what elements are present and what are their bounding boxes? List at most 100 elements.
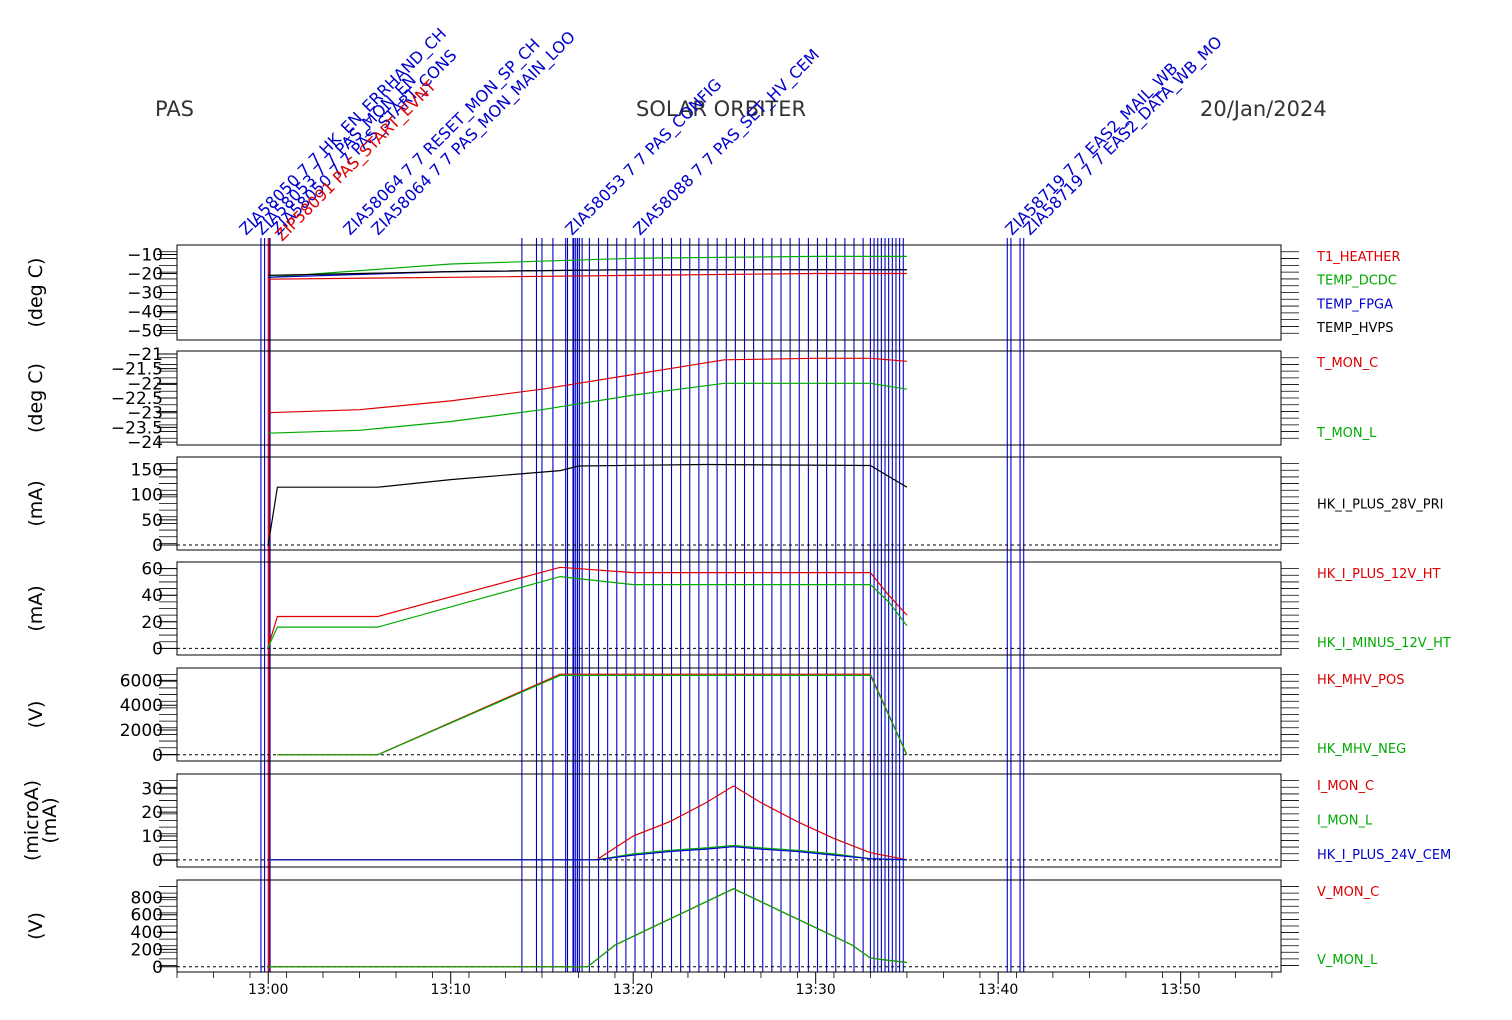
series-line — [267, 575, 908, 649]
x-tick-label: 13:00 — [248, 982, 288, 998]
series-line — [268, 269, 907, 276]
y-axis-label: (V) — [25, 701, 47, 729]
y-tick-label: 30 — [141, 779, 163, 799]
panel-frame — [176, 244, 1282, 341]
panel-frame — [176, 879, 1282, 973]
series-line — [268, 844, 907, 861]
series-line — [268, 888, 907, 968]
y-tick-label: −23 — [127, 404, 163, 424]
y-tick-label: 100 — [131, 486, 163, 506]
y-tick-label: 10 — [141, 827, 163, 847]
y-tick-label: −23.5 — [111, 418, 163, 438]
y-tick-label: 20 — [141, 613, 163, 633]
event-label: ZIA58719 7 7 EAS2_DATA_WB_MO — [1019, 32, 1226, 239]
y-tick-label: −22 — [127, 374, 163, 394]
y-axis-label: (V) — [25, 912, 47, 940]
x-tick-label: 13:10 — [431, 982, 471, 998]
y-tick-label: 0 — [152, 851, 163, 871]
y-tick-label: 0 — [152, 958, 163, 978]
y-tick-label: 150 — [131, 461, 163, 481]
x-tick-label: 13:30 — [795, 982, 835, 998]
y-tick-label: 60 — [141, 560, 163, 580]
x-tick-label: 13:40 — [978, 982, 1018, 998]
chart-panels: −10−20−30−40−50 (deg C) T1_HEATHER TEMP_DCD… — [21, 244, 1451, 978]
panel-frame — [176, 773, 1282, 868]
panel-frame — [176, 456, 1282, 551]
y-tick-label: 6000 — [120, 671, 163, 691]
y-axis-label: (deg C) — [25, 363, 47, 433]
y-tick-label: −21.5 — [111, 360, 163, 380]
y-axis-label: (mA) — [25, 585, 47, 631]
series-line — [268, 888, 907, 968]
series-line — [268, 785, 908, 861]
legend-label: TEMP_HVPS — [1316, 321, 1393, 336]
legend-label: I_MON_L — [1317, 814, 1373, 829]
mission-name: SOLAR ORBITER — [636, 97, 806, 121]
y-tick-label: 4000 — [120, 696, 163, 716]
legend-label: T_MON_C — [1316, 356, 1378, 371]
legend-label: TEMP_FPGA — [1316, 297, 1393, 312]
y-tick-label: −10 — [127, 246, 163, 266]
y-tick-label: 400 — [131, 923, 163, 943]
y-tick-label: −20 — [127, 265, 163, 285]
y-axis-label: (deg C) — [25, 258, 47, 328]
panel-6: 30 20 10 0 (microA)(mA) I_MON_C I_MON_L HK_I_PL… — [21, 773, 1451, 871]
legend-label: HK_I_PLUS_28V_PRI — [1317, 498, 1443, 513]
y-tick-label: 200 — [131, 940, 163, 960]
legend-label: HK_MHV_NEG — [1317, 742, 1406, 757]
y-axis-label: (mA) — [25, 480, 47, 526]
legend-label: HK_I_PLUS_12V_HT — [1317, 567, 1441, 582]
y-tick-label: −21 — [127, 345, 163, 365]
x-tick-label: 13:20 — [613, 982, 653, 998]
series-line — [268, 255, 907, 278]
legend-label: I_MON_C — [1317, 779, 1374, 794]
panel-frame — [176, 667, 1282, 762]
y-tick-label: 600 — [131, 906, 163, 926]
y-tick-label: 2000 — [120, 721, 163, 741]
x-tick-label: 13:50 — [1160, 982, 1200, 998]
y-tick-label: 20 — [141, 803, 163, 823]
legend-label: T1_HEATHER — [1316, 250, 1401, 265]
instrument-name: PAS — [155, 97, 194, 121]
series-line — [268, 357, 907, 414]
y-tick-label: 50 — [141, 511, 163, 531]
x-axis: 13:00 13:10 13:20 13:30 13:40 13:50 — [176, 972, 1273, 998]
legend-label: T_MON_L — [1316, 426, 1377, 441]
date-label: 20/Jan/2024 — [1200, 97, 1327, 121]
panel-5: 6000 4000 2000 0 (V) HK_MHV_POS HK_MHV_NEG — [25, 667, 1406, 766]
series-line — [267, 463, 908, 546]
legend-label: V_MON_C — [1317, 885, 1379, 900]
series-line — [277, 674, 908, 756]
legend-label: HK_I_MINUS_12V_HT — [1317, 636, 1451, 651]
panel-2: −21−21.5−22−22.5−23−23.5−24 (deg C) T_MON_… — [25, 345, 1378, 453]
y-tick-label: −22.5 — [111, 389, 163, 409]
y-tick-label: −24 — [127, 433, 163, 453]
y-axis-label: (mA) — [39, 797, 61, 843]
series-line — [268, 846, 907, 861]
y-tick-label: 0 — [152, 639, 163, 659]
legend-label: TEMP_DCDC — [1316, 274, 1397, 289]
legend-label: HK_I_PLUS_24V_CEM — [1317, 848, 1451, 863]
y-tick-label: 0 — [152, 536, 163, 556]
y-tick-label: −40 — [127, 303, 163, 323]
y-tick-label: 800 — [131, 888, 163, 908]
series-line — [267, 566, 908, 649]
panel-1: −10−20−30−40−50 (deg C) T1_HEATHER TEMP_DCD… — [25, 244, 1401, 342]
y-tick-label: −50 — [127, 322, 163, 342]
series-line — [277, 673, 908, 756]
legend-label: HK_MHV_POS — [1317, 673, 1405, 688]
legend-label: V_MON_L — [1317, 953, 1378, 968]
event-label: ZIA58050 7 7 HK_EN_ERRHAND_CH — [235, 24, 450, 239]
event-label: ZIA58719 7 7 EAS2_MAIL_WB — [1001, 59, 1182, 240]
panel-3: 150 100 50 0 (mA) HK_I_PLUS_28V_PRI — [25, 456, 1443, 556]
panel-frame — [176, 561, 1282, 656]
y-axis-label: (microA) — [21, 780, 43, 861]
series-line — [268, 272, 907, 280]
series-line — [268, 382, 907, 434]
y-tick-label: 40 — [141, 586, 163, 606]
event-label: ZIA58064 7 7 PAS_MON_MAIN_LOO — [367, 27, 579, 239]
y-tick-label: −30 — [127, 284, 163, 304]
